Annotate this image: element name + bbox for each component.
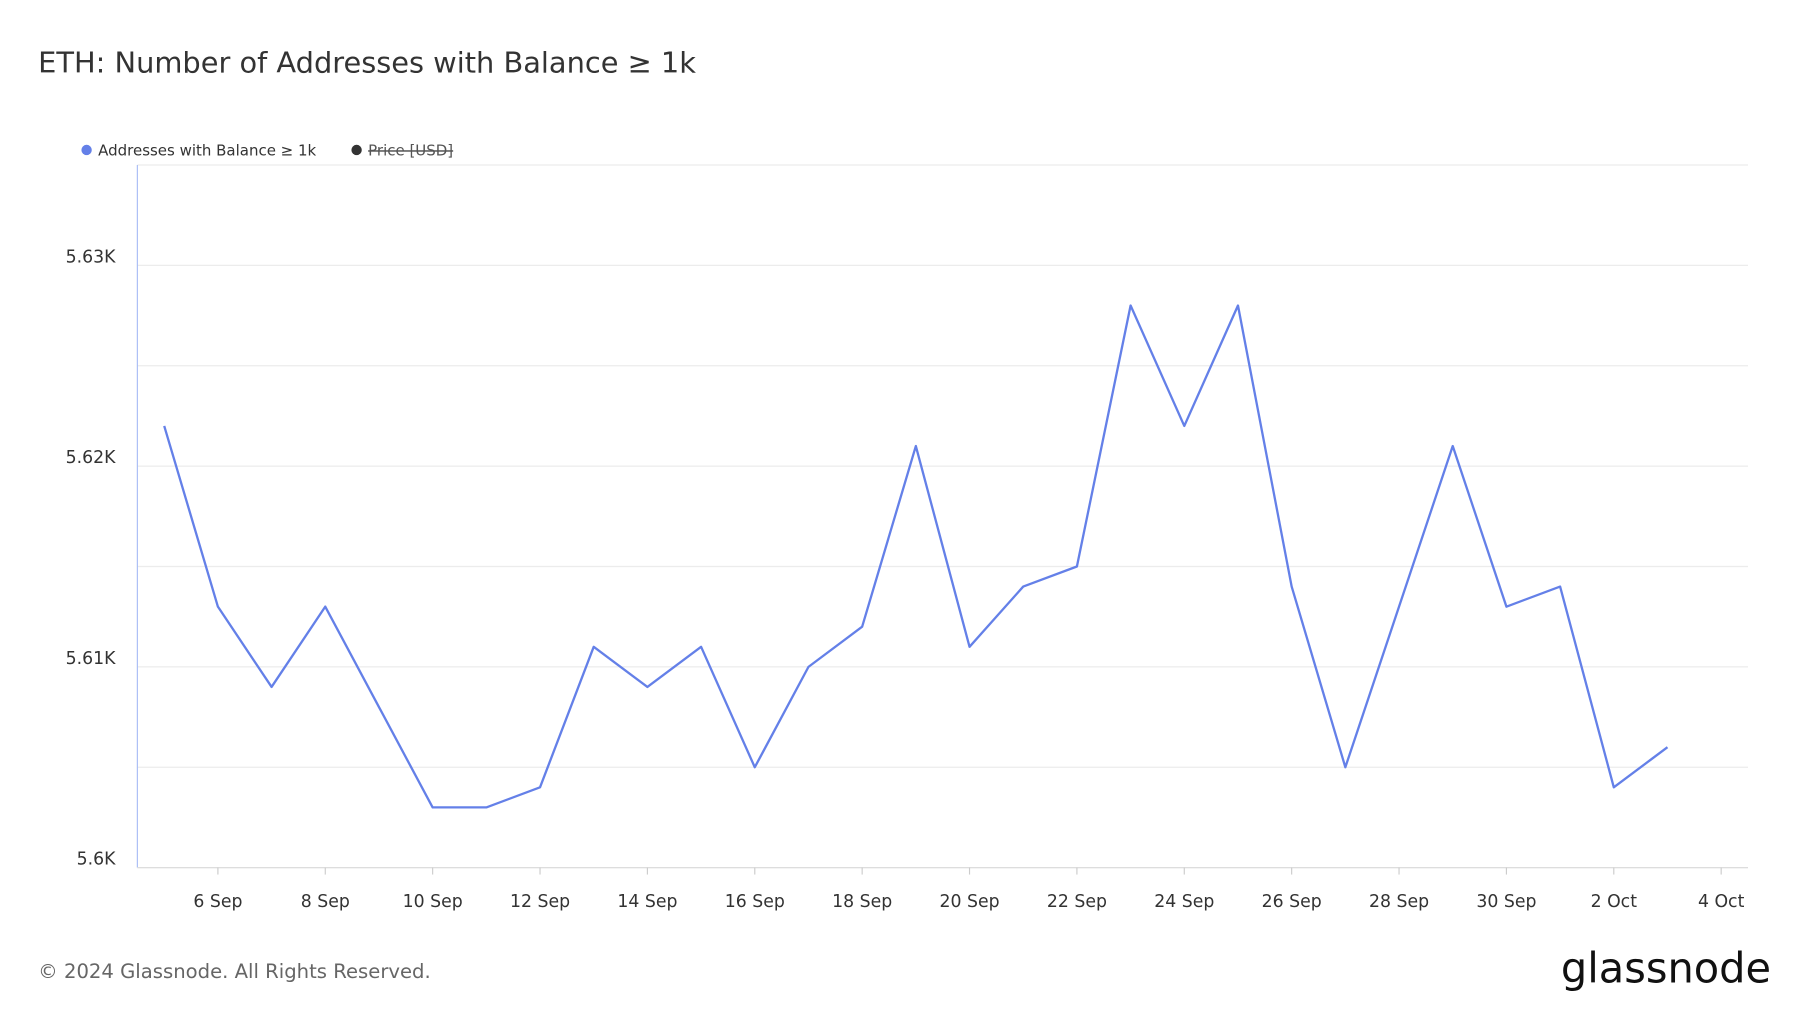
- x-tick-label: 14 Sep: [617, 892, 677, 912]
- x-tick-label: 24 Sep: [1154, 892, 1214, 912]
- x-tick-label: 2 Oct: [1591, 892, 1638, 912]
- x-tick-label: 16 Sep: [725, 892, 785, 912]
- y-tick-label: 5.61K: [66, 649, 117, 669]
- data-line: [163, 304, 1669, 809]
- chart-title: ETH: Number of Addresses with Balance ≥ …: [38, 46, 696, 80]
- copyright: © 2024 Glassnode. All Rights Reserved.: [38, 960, 431, 983]
- legend-label: Addresses with Balance ≥ 1k: [98, 142, 316, 160]
- x-tick-label: 4 Oct: [1698, 892, 1745, 912]
- logo: glassnode: [1561, 943, 1771, 992]
- legend-label: Price [USD]: [368, 142, 453, 160]
- x-tick-label: 12 Sep: [510, 892, 570, 912]
- x-tick-label: 26 Sep: [1262, 892, 1322, 912]
- y-tick-label: 5.6K: [77, 850, 117, 870]
- x-tick-label: 22 Sep: [1047, 892, 1107, 912]
- x-tick-label: 18 Sep: [832, 892, 892, 912]
- legend-marker: [351, 144, 362, 156]
- x-tick-label: 30 Sep: [1476, 892, 1536, 912]
- y-tick-label: 5.63K: [66, 247, 117, 267]
- x-tick-label: 8 Sep: [301, 892, 350, 912]
- x-tick-label: 28 Sep: [1369, 892, 1429, 912]
- y-tick-label: 5.62K: [66, 448, 117, 468]
- x-tick-label: 20 Sep: [939, 892, 999, 912]
- x-tick-label: 6 Sep: [193, 892, 242, 912]
- x-tick-label: 10 Sep: [403, 892, 463, 912]
- legend-marker: [81, 144, 92, 156]
